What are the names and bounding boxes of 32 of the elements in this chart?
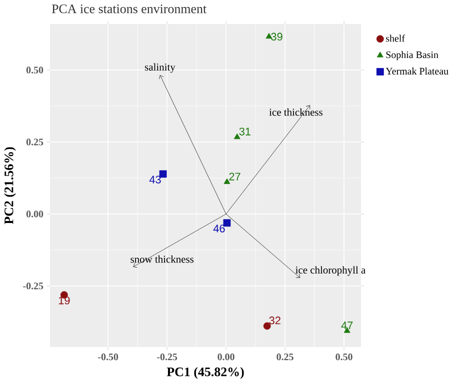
- point: [234, 133, 240, 140]
- point: [263, 322, 271, 330]
- legend-label: Sophia Basin: [386, 51, 438, 60]
- chart-title: PCA ice stations environment: [52, 4, 206, 14]
- y-tick-label: 0.25: [26, 138, 44, 146]
- annotation: 31: [239, 128, 250, 136]
- legend-label: Yermak Plateau: [386, 68, 448, 75]
- annotation: 19: [58, 296, 70, 304]
- annotation: 47: [341, 322, 353, 330]
- y-tick-label: 0.00: [26, 210, 44, 218]
- x-tick-label: 0.50: [336, 354, 352, 360]
- annotation: 39: [271, 32, 282, 41]
- series-label: salinity: [144, 63, 176, 73]
- y-tick-label: -0.25: [23, 282, 44, 290]
- y-axis-title: PC2 (21.56%): [4, 147, 16, 224]
- series-label: snow thickness: [130, 255, 194, 263]
- x-tick-label: 0.00: [218, 354, 234, 360]
- legend-label: shelf: [386, 34, 405, 42]
- point: [159, 170, 167, 178]
- x-tick-label: -0.50: [98, 354, 118, 360]
- series-label: ice chlorophyll a: [296, 266, 366, 276]
- x-axis-title: PC1 (45.82%): [166, 367, 244, 379]
- x-tick-label: 0.25: [276, 354, 294, 360]
- x-tick-label: -0.25: [157, 354, 178, 360]
- series-label: ice thickness: [269, 108, 322, 116]
- annotation: 27: [229, 172, 240, 180]
- annotation: 43: [149, 176, 161, 184]
- annotation: 46: [213, 224, 225, 232]
- y-tick-label: 0.50: [26, 66, 44, 74]
- annotation: 32: [269, 316, 280, 324]
- point: [224, 178, 230, 184]
- point: [223, 219, 231, 227]
